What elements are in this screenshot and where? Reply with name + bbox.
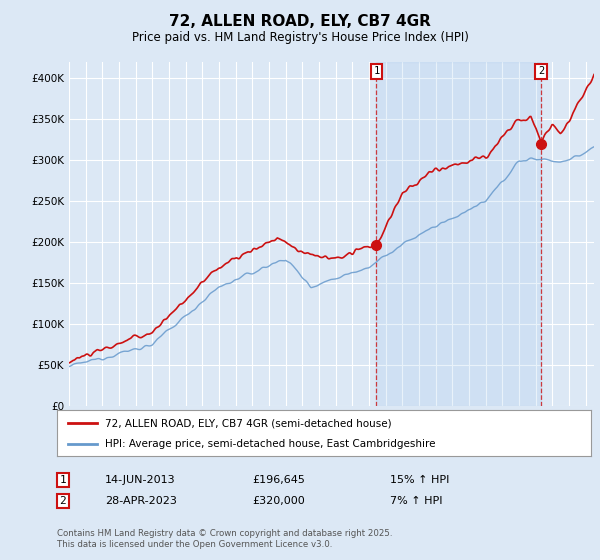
Text: 28-APR-2023: 28-APR-2023	[105, 496, 177, 506]
Text: Contains HM Land Registry data © Crown copyright and database right 2025.
This d: Contains HM Land Registry data © Crown c…	[57, 529, 392, 549]
Text: 14-JUN-2013: 14-JUN-2013	[105, 475, 176, 485]
Text: 72, ALLEN ROAD, ELY, CB7 4GR: 72, ALLEN ROAD, ELY, CB7 4GR	[169, 14, 431, 29]
Text: HPI: Average price, semi-detached house, East Cambridgeshire: HPI: Average price, semi-detached house,…	[105, 438, 436, 449]
Text: 1: 1	[59, 475, 67, 485]
Text: Price paid vs. HM Land Registry's House Price Index (HPI): Price paid vs. HM Land Registry's House …	[131, 31, 469, 44]
Text: 2: 2	[538, 67, 544, 77]
Text: 7% ↑ HPI: 7% ↑ HPI	[390, 496, 443, 506]
Bar	[376, 62, 541, 406]
Text: 2: 2	[59, 496, 67, 506]
Text: 72, ALLEN ROAD, ELY, CB7 4GR (semi-detached house): 72, ALLEN ROAD, ELY, CB7 4GR (semi-detac…	[105, 418, 392, 428]
Text: £320,000: £320,000	[252, 496, 305, 506]
Text: 15% ↑ HPI: 15% ↑ HPI	[390, 475, 449, 485]
Text: 1: 1	[373, 67, 380, 77]
Text: £196,645: £196,645	[252, 475, 305, 485]
